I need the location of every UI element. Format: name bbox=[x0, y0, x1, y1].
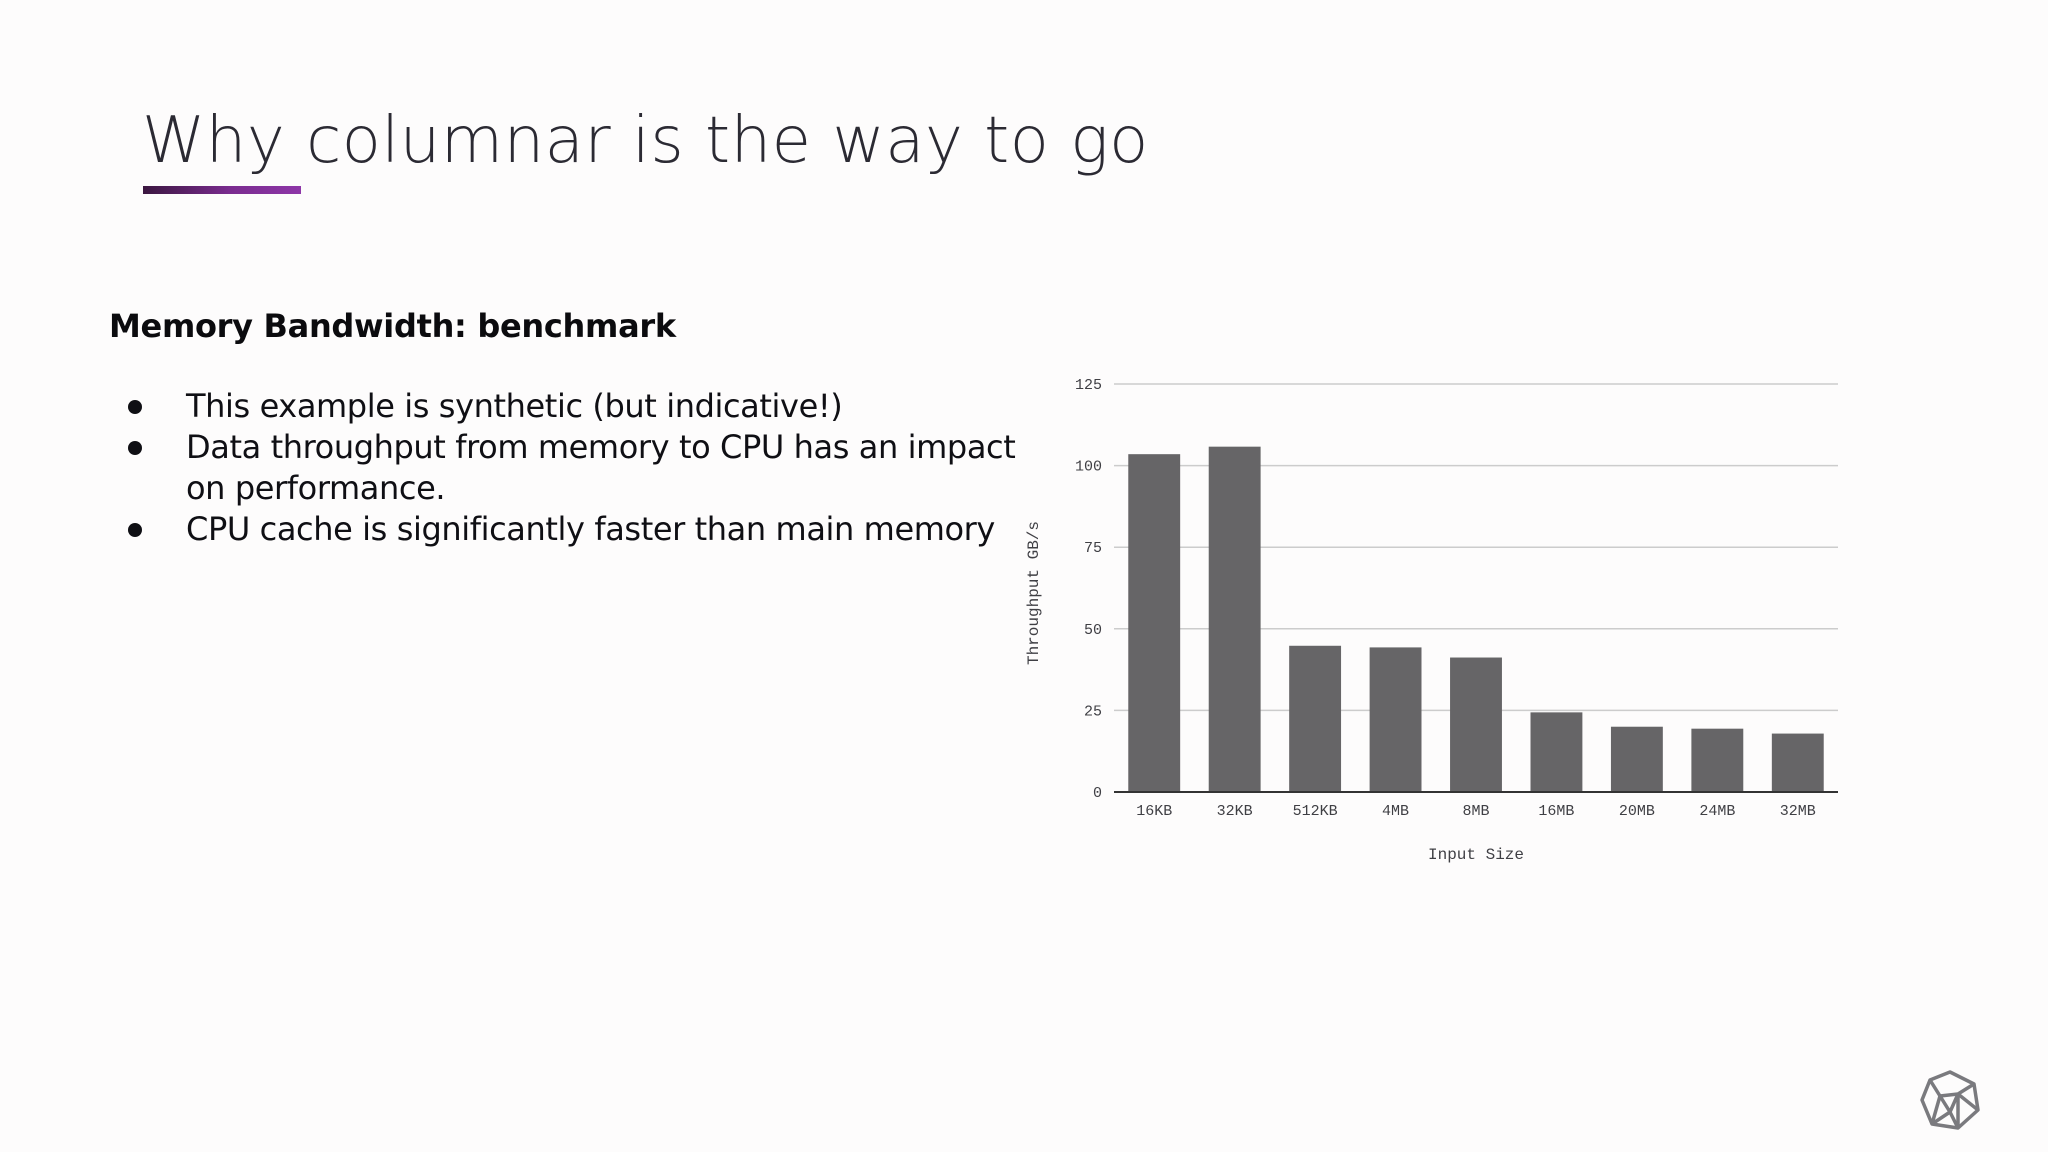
bar bbox=[1530, 712, 1583, 792]
chart-bars bbox=[1128, 446, 1824, 792]
y-tick-label: 75 bbox=[1084, 540, 1102, 557]
bar bbox=[1691, 728, 1744, 792]
bar bbox=[1128, 454, 1181, 792]
y-tick-label: 50 bbox=[1084, 622, 1102, 639]
section-subheading: Memory Bandwidth: benchmark bbox=[109, 307, 676, 345]
slide-title: Why columnar is the way to go bbox=[142, 104, 1149, 178]
y-tick-label: 100 bbox=[1075, 459, 1102, 476]
y-tick-label: 25 bbox=[1084, 703, 1102, 720]
bullet-dot-icon bbox=[128, 400, 142, 414]
x-tick-label: 512KB bbox=[1293, 803, 1338, 820]
x-tick-label: 16MB bbox=[1538, 803, 1574, 820]
bullet-dot-icon bbox=[128, 523, 142, 537]
bar bbox=[1289, 645, 1342, 792]
x-axis-title: Input Size bbox=[1428, 846, 1524, 864]
polyhedron-icon bbox=[1920, 1070, 1980, 1130]
x-tick-label: 24MB bbox=[1699, 803, 1735, 820]
bullet-text: Data throughput from memory to CPU has a… bbox=[186, 428, 1016, 507]
bullet-item: Data throughput from memory to CPU has a… bbox=[109, 427, 1029, 509]
title-accent-underline bbox=[143, 186, 301, 194]
y-tick-label: 125 bbox=[1075, 377, 1102, 394]
bar bbox=[1610, 726, 1663, 792]
bullet-text: CPU cache is significantly faster than m… bbox=[186, 510, 995, 548]
x-tick-label: 32MB bbox=[1780, 803, 1816, 820]
y-axis-title: Throughput GB/s bbox=[1025, 521, 1043, 665]
bullet-item: CPU cache is significantly faster than m… bbox=[109, 509, 1029, 550]
bar bbox=[1771, 733, 1824, 792]
bullet-item: This example is synthetic (but indicativ… bbox=[109, 386, 1029, 427]
bar bbox=[1369, 647, 1422, 792]
x-tick-label: 4MB bbox=[1382, 803, 1409, 820]
bullet-text: This example is synthetic (but indicativ… bbox=[186, 387, 843, 425]
bullet-list: This example is synthetic (but indicativ… bbox=[109, 386, 1029, 550]
y-tick-label: 0 bbox=[1093, 785, 1102, 802]
x-tick-label: 16KB bbox=[1136, 803, 1172, 820]
bar bbox=[1208, 446, 1261, 792]
x-tick-label: 8MB bbox=[1462, 803, 1489, 820]
chart-labels: 0 25 50 75 100 125 16KB 32KB 512KB 4MB 8MB 16MB 20MB… bbox=[1025, 377, 1816, 864]
bar bbox=[1450, 657, 1502, 792]
x-tick-label: 32KB bbox=[1217, 803, 1253, 820]
x-tick-label: 20MB bbox=[1619, 803, 1655, 820]
bullet-dot-icon bbox=[128, 441, 142, 455]
throughput-bar-chart: 0 25 50 75 100 125 16KB 32KB 512KB 4MB 8MB 16MB 20MB… bbox=[1025, 377, 1838, 864]
